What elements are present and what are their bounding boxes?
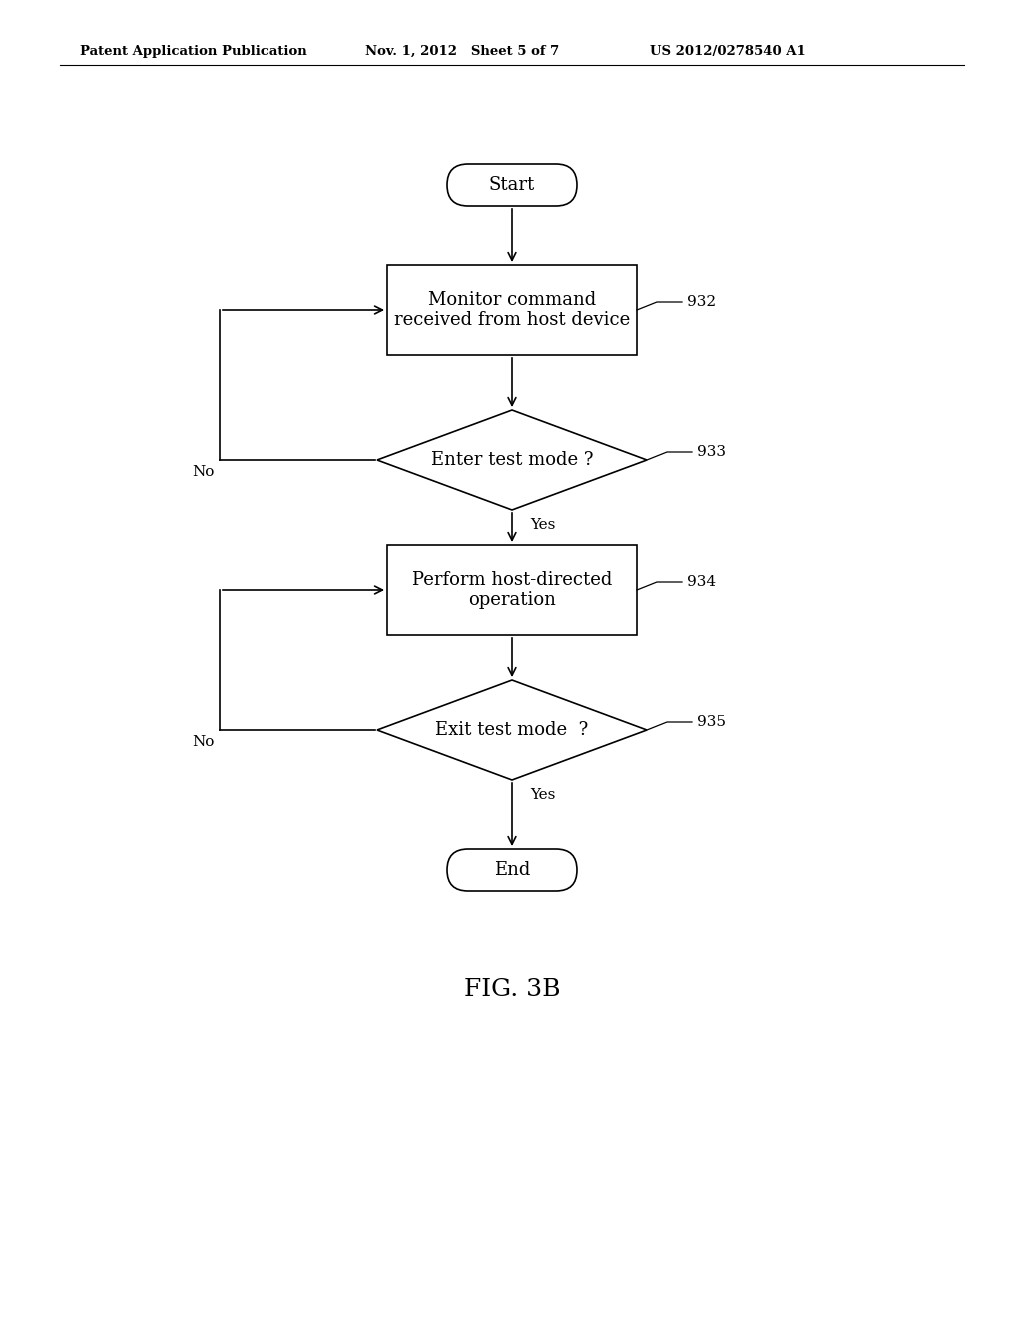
Text: End: End — [494, 861, 530, 879]
Text: No: No — [193, 735, 215, 748]
Text: 934: 934 — [687, 576, 716, 589]
FancyBboxPatch shape — [447, 164, 577, 206]
Text: Enter test mode ?: Enter test mode ? — [431, 451, 593, 469]
Text: Perform host-directed
operation: Perform host-directed operation — [412, 570, 612, 610]
Text: 935: 935 — [697, 715, 726, 729]
Text: Exit test mode  ?: Exit test mode ? — [435, 721, 589, 739]
Polygon shape — [377, 411, 647, 510]
Text: US 2012/0278540 A1: US 2012/0278540 A1 — [650, 45, 806, 58]
Bar — [387, 545, 637, 635]
Text: Nov. 1, 2012   Sheet 5 of 7: Nov. 1, 2012 Sheet 5 of 7 — [365, 45, 559, 58]
Text: Patent Application Publication: Patent Application Publication — [80, 45, 307, 58]
Polygon shape — [377, 680, 647, 780]
Text: Start: Start — [488, 176, 536, 194]
Text: Monitor command
received from host device: Monitor command received from host devic… — [394, 290, 630, 330]
Text: Yes: Yes — [530, 788, 555, 803]
FancyBboxPatch shape — [447, 849, 577, 891]
Text: No: No — [193, 465, 215, 479]
Text: 932: 932 — [687, 294, 716, 309]
Text: FIG. 3B: FIG. 3B — [464, 978, 560, 1002]
Bar — [387, 265, 637, 355]
Text: Yes: Yes — [530, 517, 555, 532]
Text: 933: 933 — [697, 445, 726, 459]
